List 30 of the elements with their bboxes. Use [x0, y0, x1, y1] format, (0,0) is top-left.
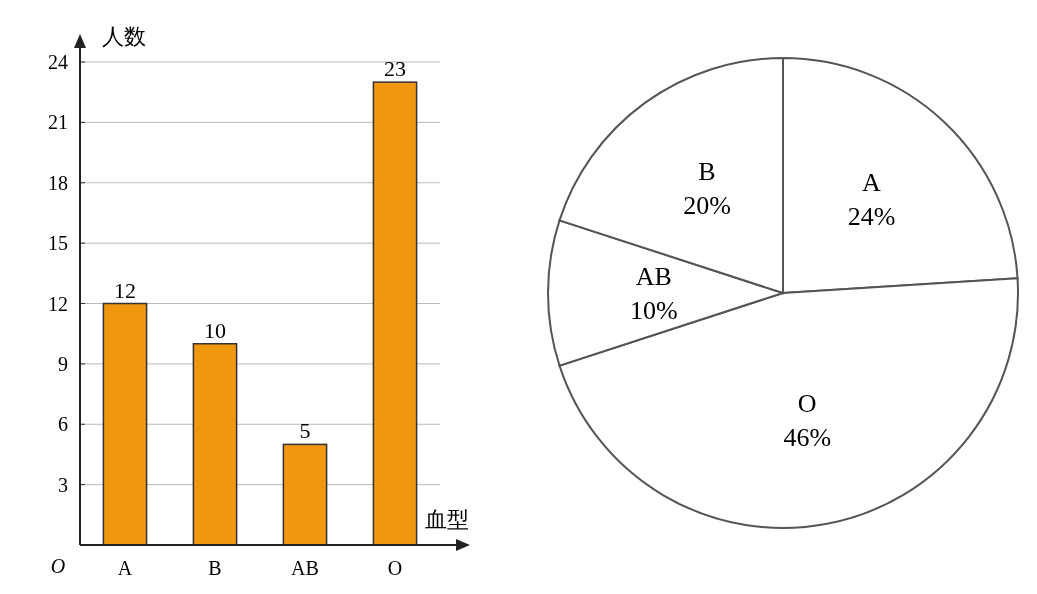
y-tick-label: 15 [48, 232, 68, 255]
bar [282, 443, 328, 546]
data-label: 10 [204, 317, 226, 343]
data-label: 46% [783, 422, 832, 452]
data-label: 5 [299, 418, 311, 444]
x-tick-label: B [208, 557, 222, 579]
y-tick-label: 6 [58, 413, 68, 436]
y-tick-label: 21 [48, 111, 68, 134]
data-label: 24% [847, 201, 896, 231]
y-tick-label: 3 [58, 473, 68, 496]
data-label: 10% [629, 296, 678, 325]
y-axis-title: 人数 [102, 24, 146, 49]
bar [192, 343, 238, 546]
data-label: 23 [384, 56, 406, 82]
data-label: 12 [114, 277, 136, 303]
slice-label: AB [635, 262, 672, 291]
y-tick-label: 9 [58, 352, 68, 375]
x-tick-label: AB [291, 557, 319, 579]
x-tick-label: O [387, 557, 403, 579]
y-tick-label: 12 [48, 292, 68, 315]
data-label: 20% [683, 191, 731, 221]
bar [102, 302, 148, 546]
bar [372, 81, 418, 546]
x-axis-title: 血型 [425, 507, 469, 532]
slice-label: B [698, 157, 716, 187]
y-tick-label: 18 [48, 171, 68, 194]
slice-label: A [862, 167, 882, 197]
slice-label: O [797, 388, 817, 418]
x-tick-label: A [117, 557, 133, 579]
y-tick-label: 24 [48, 51, 68, 73]
